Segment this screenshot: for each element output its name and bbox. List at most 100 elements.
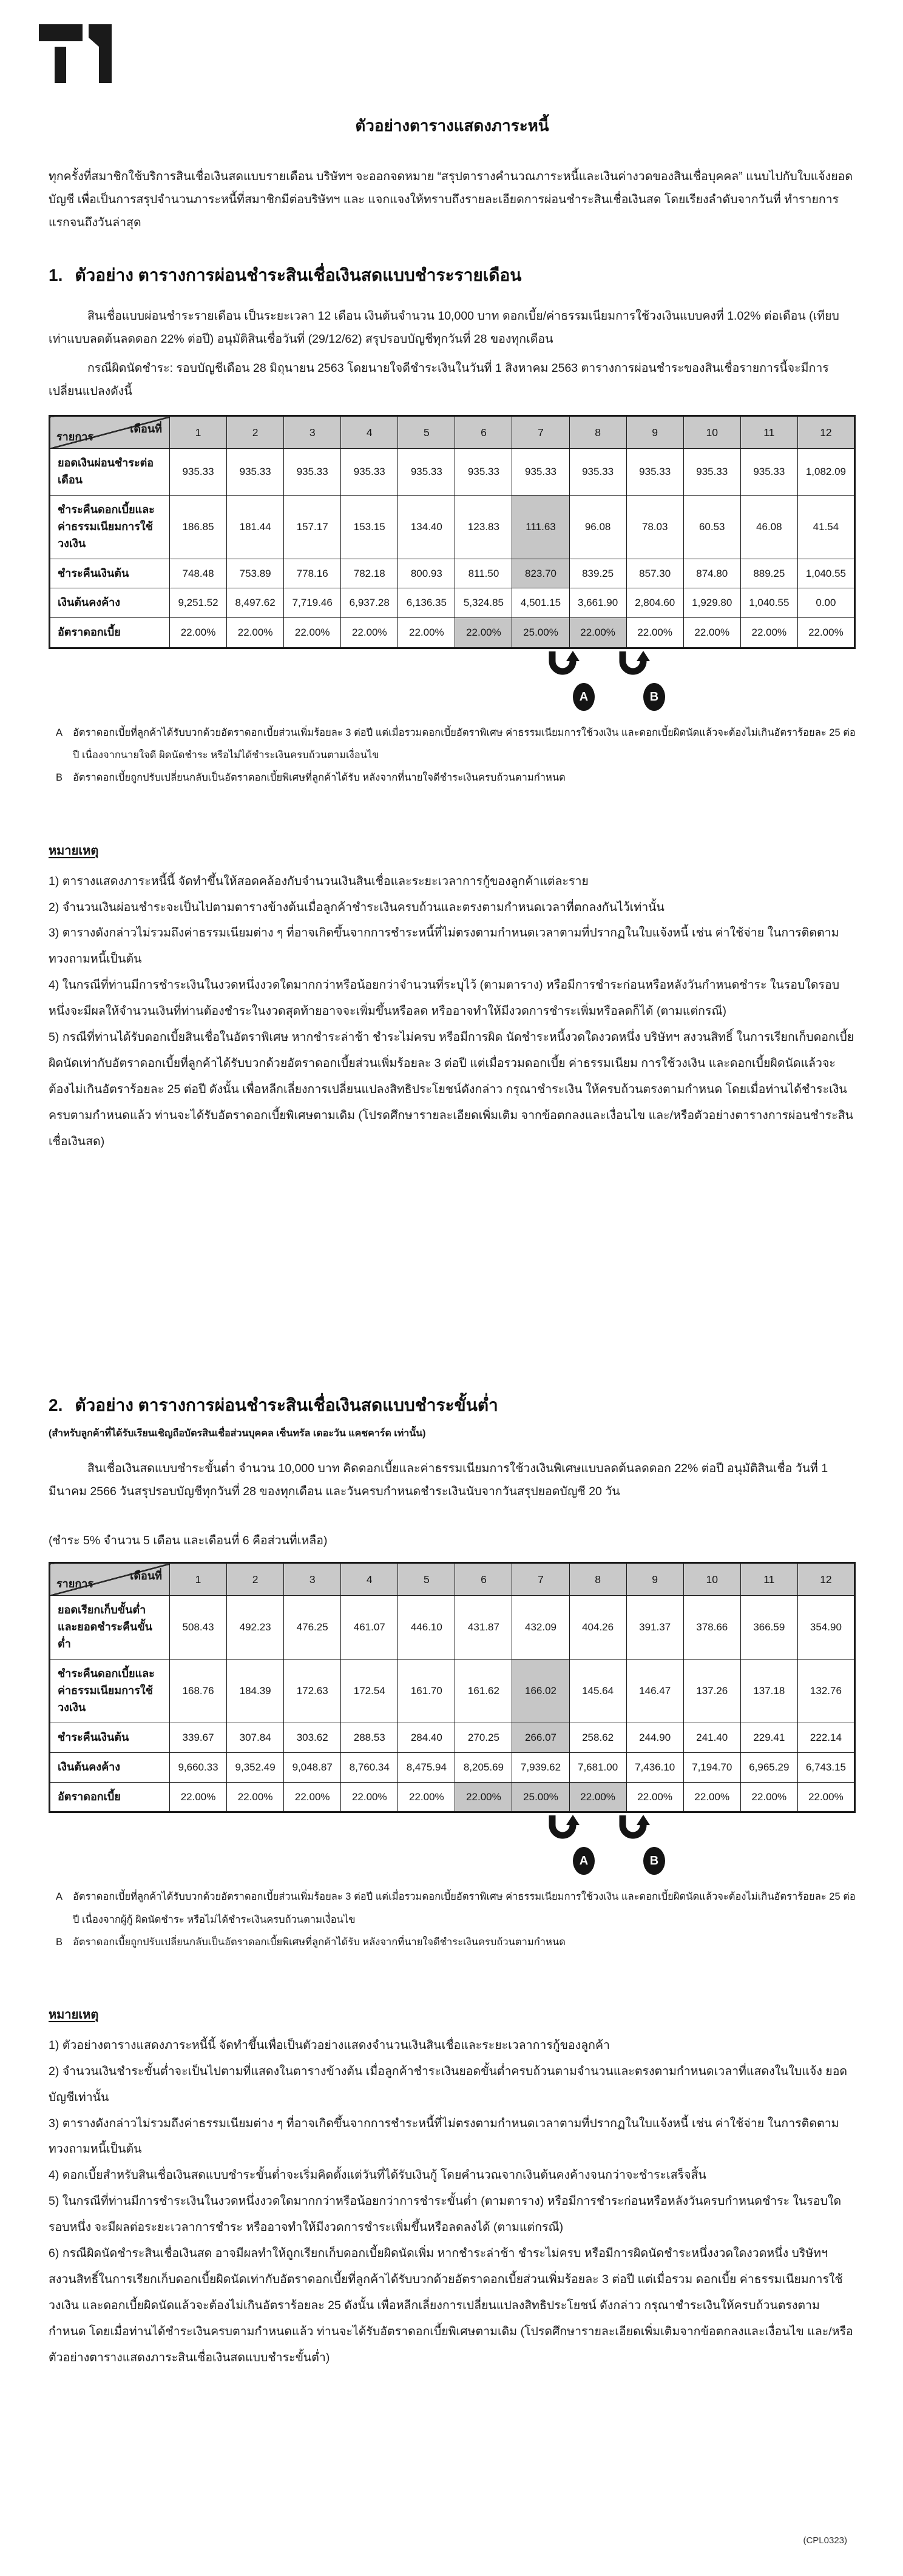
value-cell: 7,939.62 [512,1752,570,1783]
value-cell: 9,352.49 [226,1752,285,1783]
section1-remarks: หมายเหตุ 1) ตารางแสดงภาระหนี้นี้ จัดทำขึ… [49,841,856,1155]
ab-note-row: B อัตราดอกเบี้ยถูกปรับเปลี่ยนกลับเป็นอัตร… [56,767,856,789]
value-cell: 161.70 [397,1659,456,1723]
section1-callout-strip: A B [49,649,856,717]
value-cell: 3,661.90 [569,588,627,619]
value-cell: 935.33 [169,448,228,496]
value-cell: 2,804.60 [626,588,684,619]
section1-paragraph1: สินเชื่อแบบผ่อนชำระรายเดือน เป็นระยะเวลา… [49,309,839,346]
value-cell: 1,082.09 [797,448,856,496]
table-header-row: เดือนที่ รายการ 1 2 3 4 5 6 7 8 9 10 11 12 [49,1562,856,1596]
value-cell: 172.63 [283,1659,342,1723]
ab-note-row: B อัตราดอกเบี้ยถูกปรับเปลี่ยนกลับเป็นอัตร… [56,1931,856,1954]
value-cell: 229.41 [740,1722,798,1753]
month-header-cell: 9 [626,1562,684,1596]
month-header-cell: 3 [283,1562,342,1596]
value-cell: 935.33 [569,448,627,496]
value-cell: 186.85 [169,494,228,559]
month-header-cell: 2 [226,1562,285,1596]
value-cell: 96.08 [569,494,627,559]
value-cell: 935.33 [283,448,342,496]
value-cell: 137.26 [683,1659,741,1723]
value-cell: 476.25 [283,1595,342,1660]
t1-logo-icon [39,24,112,83]
amortization-table: เดือนที่ รายการ 1 2 3 4 5 6 7 8 9 10 11 12 ยอดเรียกเก็… [49,1562,856,1814]
value-cell: 157.17 [283,494,342,559]
value-cell: 7,719.46 [283,588,342,619]
callout-badge-b: B [643,683,665,711]
ab-note-text: อัตราดอกเบี้ยที่ลูกค้าได้รับบวกด้วยอัตรา… [73,727,856,761]
section2-remark-list: 1) ตัวอย่างตารางแสดงภาระหนี้นี้ จัดทำขึ้… [49,2033,856,2371]
curved-arrow-a-icon [546,650,581,681]
value-cell: 7,436.10 [626,1752,684,1783]
month-header-cell: 9 [626,415,684,449]
ab-note-letter: B [56,1936,63,1948]
section2-heading: 2. ตัวอย่าง ตารางการผ่อนชำระสินเชื่อเงิน… [49,1392,856,1419]
section1-ab-notes: A อัตราดอกเบี้ยที่ลูกค้าได้รับบวกด้วยอัตร… [49,722,856,789]
value-cell: 391.37 [626,1595,684,1660]
section2-table-container: เดือนที่ รายการ 1 2 3 4 5 6 7 8 9 10 11 12 ยอดเรียกเก็… [49,1562,856,1814]
value-cell: 22.00% [569,1781,627,1813]
curved-arrow-b-icon [617,650,652,681]
ab-note-letter: A [56,727,63,739]
value-cell: 22.00% [169,617,228,649]
remark-item: 3) ตารางดังกล่าวไม่รวมถึงค่าธรรมเนียมต่า… [49,2116,839,2156]
month-header-cell: 1 [169,415,228,449]
row-label: ชำระคืนเงินต้น [49,1722,170,1753]
ab-note-row: A อัตราดอกเบี้ยที่ลูกค้าได้รับบวกด้วยอัตร… [56,722,856,767]
value-cell: 244.90 [626,1722,684,1753]
month-header-cell: 7 [512,415,570,449]
value-cell: 432.09 [512,1595,570,1660]
value-cell: 378.66 [683,1595,741,1660]
value-cell: 123.83 [455,494,513,559]
value-cell: 22.00% [340,617,399,649]
remark-item: 5) กรณีที่ท่านได้รับดอกเบี้ยสินเชื่อในอั… [49,1030,854,1148]
ab-note-text: อัตราดอกเบี้ยที่ลูกค้าได้รับบวกด้วยอัตรา… [73,1891,856,1925]
value-cell: 935.33 [455,448,513,496]
value-cell: 857.30 [626,558,684,589]
value-cell: 22.00% [226,1781,285,1813]
value-cell: 6,965.29 [740,1752,798,1783]
value-cell: 935.33 [626,448,684,496]
section2-remark-heading: หมายเหตุ [49,2008,99,2022]
value-cell: 6,743.15 [797,1752,856,1783]
value-cell: 111.63 [512,494,570,559]
row-label: ชำระคืนดอกเบี้ยและ ค่าธรรมเนียมการใช้วงเ… [49,494,170,559]
section2-ab-notes: A อัตราดอกเบี้ยที่ลูกค้าได้รับบวกด้วยอัตร… [49,1886,856,1953]
section2-number: 2. [49,1396,63,1415]
value-cell: 935.33 [683,448,741,496]
value-cell: 22.00% [740,617,798,649]
value-cell: 935.33 [226,448,285,496]
value-cell: 270.25 [455,1722,513,1753]
section1-heading: 1. ตัวอย่าง ตารางการผ่อนชำระสินเชื่อเงิน… [49,262,856,289]
value-cell: 307.84 [226,1722,285,1753]
table-row: เงินต้นคงค้าง 9,251.52 8,497.62 7,719.46 6,9… [49,588,856,619]
ab-note-letter: B [56,772,63,784]
value-cell: 134.40 [397,494,456,559]
value-cell: 935.33 [512,448,570,496]
section2-condition-line: (ชำระ 5% จำนวน 5 เดือน และเดือนที่ 6 คือ… [49,1534,328,1548]
table-header-row: เดือนที่ รายการ 1 2 3 4 5 6 7 8 9 10 11 12 [49,415,856,449]
month-header-cell: 11 [740,415,798,449]
value-cell: 22.00% [169,1781,228,1813]
section2-subheading: (สำหรับลูกค้าที่ได้รับเรียนเชิญถือบัตรสิ… [49,1428,426,1439]
value-cell: 22.00% [455,1781,513,1813]
value-cell: 8,475.94 [397,1752,456,1783]
value-cell: 153.15 [340,494,399,559]
value-cell: 146.47 [626,1659,684,1723]
value-cell: 25.00% [512,617,570,649]
value-cell: 935.33 [340,448,399,496]
section2-paragraph1: สินเชื่อเงินสดแบบชำระขั้นต่ำ จำนวน 10,00… [49,1462,828,1499]
value-cell: 168.76 [169,1659,228,1723]
remark-item: 4) ในกรณีที่ท่านมีการชำระเงินในงวดหนึ่งง… [49,978,840,1018]
amortization-table: เดือนที่ รายการ 1 2 3 4 5 6 7 8 9 10 11 12 ยอดเงินผ่อน… [49,415,856,650]
value-cell: 22.00% [797,617,856,649]
value-cell: 8,760.34 [340,1752,399,1783]
table-row: ยอดเรียกเก็บขั้นต่ำ และยอดชำระคืนขั้นต่ำ… [49,1595,856,1660]
month-header-cell: 5 [397,415,456,449]
corner-cell: เดือนที่ รายการ [49,1562,170,1596]
value-cell: 748.48 [169,558,228,589]
value-cell: 145.64 [569,1659,627,1723]
month-header-cell: 8 [569,1562,627,1596]
value-cell: 22.00% [455,617,513,649]
